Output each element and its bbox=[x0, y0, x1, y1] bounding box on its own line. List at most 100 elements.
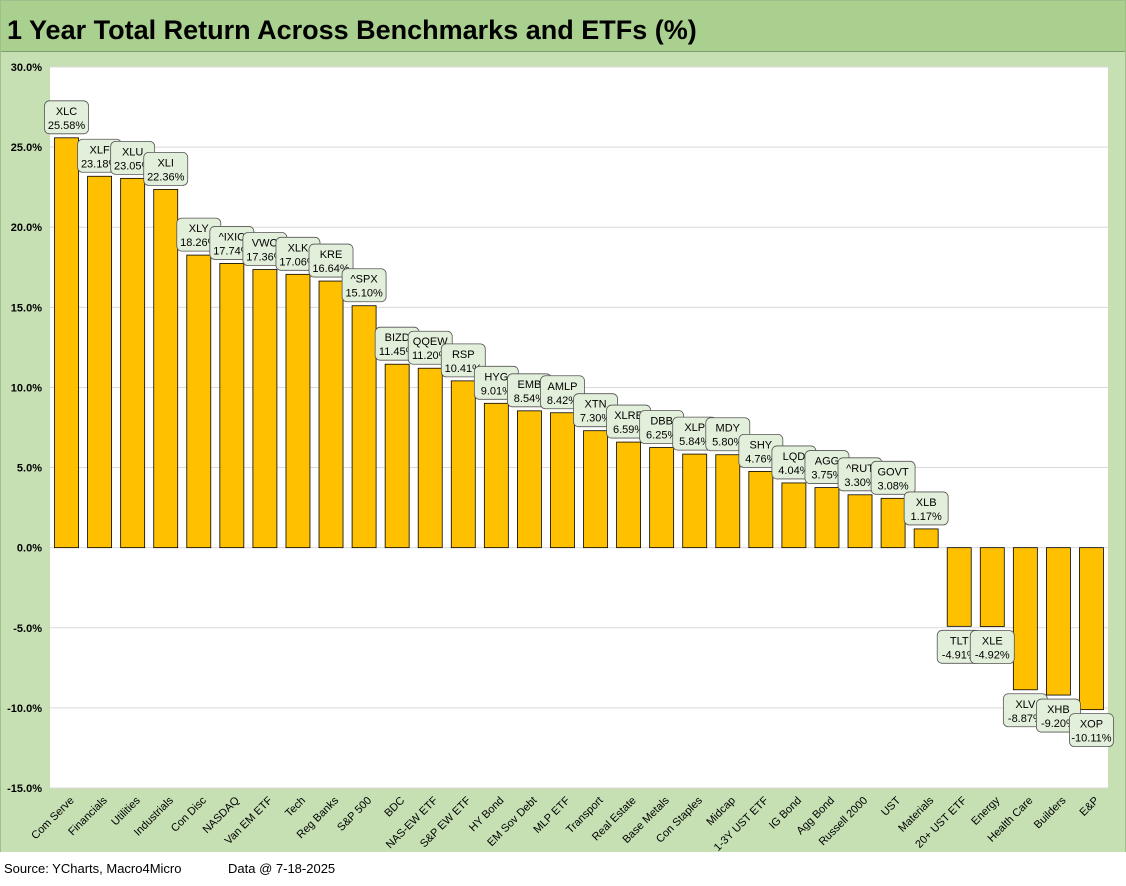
data-label-value: 8.42% bbox=[547, 395, 578, 407]
data-label-ticker: XLU bbox=[122, 146, 143, 158]
bar bbox=[517, 410, 542, 549]
data-label-box bbox=[308, 243, 354, 278]
data-label-ticker: EMB bbox=[517, 379, 541, 391]
data-label-value: 18.26% bbox=[180, 237, 218, 249]
data-label-value: 7.30% bbox=[580, 413, 611, 425]
data-date-note: Data @ 7-18-2025 bbox=[228, 861, 336, 876]
data-label-ticker: KRE bbox=[320, 249, 343, 261]
data-label-ticker: XLP bbox=[684, 422, 705, 434]
x-tick-label: S&P 500 bbox=[335, 795, 374, 834]
bar bbox=[87, 175, 112, 549]
data-label-value: 8.54% bbox=[514, 393, 545, 405]
data-label-ticker: XLE bbox=[982, 635, 1003, 647]
y-tick-label: 20.0% bbox=[11, 222, 42, 234]
data-label-value: 5.80% bbox=[712, 437, 743, 449]
data-label-ticker: QQEW bbox=[413, 336, 448, 348]
bar bbox=[1079, 547, 1104, 711]
data-label-ticker: XLF bbox=[90, 144, 110, 156]
data-label-ticker: AGG bbox=[815, 456, 839, 468]
x-tick-label: BDC bbox=[382, 795, 407, 820]
data-label-ticker: XLV bbox=[1015, 699, 1036, 711]
y-tick-label: 15.0% bbox=[11, 302, 42, 314]
data-label-ticker: XLRE bbox=[614, 410, 643, 422]
data-label-box bbox=[440, 343, 486, 378]
bar bbox=[616, 441, 641, 549]
data-label-value: 6.59% bbox=[613, 424, 644, 436]
data-label-value: 25.58% bbox=[48, 120, 86, 132]
data-label-value: 3.30% bbox=[844, 477, 875, 489]
data-label-value: 4.04% bbox=[778, 465, 809, 477]
data-label-ticker: XLI bbox=[157, 157, 174, 169]
bar bbox=[649, 447, 675, 549]
y-tick-label: 5.0% bbox=[17, 463, 42, 475]
data-label-value: 6.25% bbox=[646, 430, 677, 442]
y-tick-label: 30.0% bbox=[11, 62, 42, 74]
x-tick-label: Builders bbox=[1032, 794, 1069, 831]
data-label-ticker: XLB bbox=[916, 497, 937, 509]
data-label-value: 10.41% bbox=[445, 363, 483, 375]
bar bbox=[450, 380, 476, 549]
data-label-value: 9.01% bbox=[481, 385, 512, 397]
data-label-box bbox=[44, 100, 89, 135]
data-label-value: 17.06% bbox=[279, 256, 317, 268]
bar bbox=[979, 547, 1005, 627]
data-label-value: 1.17% bbox=[911, 511, 942, 523]
bar bbox=[583, 430, 608, 549]
bar bbox=[550, 412, 575, 549]
data-label-ticker: XOP bbox=[1080, 719, 1103, 731]
data-label-ticker: DBB bbox=[650, 416, 673, 428]
data-label-value: 16.64% bbox=[312, 263, 350, 275]
bar bbox=[483, 402, 509, 549]
data-label-box bbox=[1069, 713, 1114, 748]
data-label-ticker: GOVT bbox=[878, 466, 909, 478]
bar bbox=[748, 471, 774, 549]
data-label-value: 3.75% bbox=[811, 470, 842, 482]
bar-chart: -15.0% -10.0% -5.0% 0.0% 5.0% 10.0% 15.0% 20.0%… bbox=[7, 62, 1114, 852]
data-label-value: 23.05% bbox=[114, 160, 152, 172]
data-label-ticker: VWO bbox=[252, 238, 279, 250]
data-label-value: 3.08% bbox=[877, 480, 908, 492]
bar bbox=[285, 273, 311, 549]
data-label-box bbox=[903, 491, 949, 526]
data-label-box bbox=[870, 460, 916, 495]
bar bbox=[153, 189, 179, 549]
data-label-ticker: MDY bbox=[716, 423, 741, 435]
bar bbox=[946, 547, 972, 627]
bar bbox=[913, 528, 939, 549]
data-label-box bbox=[143, 152, 189, 186]
y-tick-label: -10.0% bbox=[7, 703, 42, 715]
data-label-ticker: XLY bbox=[189, 223, 210, 235]
data-label-ticker: HYG bbox=[484, 371, 508, 383]
bar bbox=[814, 487, 840, 549]
bar bbox=[715, 454, 741, 549]
data-label-ticker: XHB bbox=[1047, 704, 1070, 716]
data-label-ticker: XLK bbox=[288, 242, 309, 254]
data-label-ticker: XLC bbox=[56, 106, 77, 118]
x-tick-label: Tech bbox=[283, 795, 308, 820]
bar bbox=[880, 497, 906, 549]
data-label-value: 4.76% bbox=[745, 453, 776, 465]
bar bbox=[120, 177, 146, 549]
data-label-value: 22.36% bbox=[147, 171, 185, 183]
y-tick-label: -5.0% bbox=[13, 623, 42, 635]
bar bbox=[781, 482, 807, 549]
source-note: Source: YCharts, Macro4Micro bbox=[4, 861, 182, 876]
data-label-ticker: XTN bbox=[585, 399, 607, 411]
bar bbox=[351, 305, 377, 549]
data-label-value: 11.20% bbox=[412, 350, 449, 362]
data-label-ticker: BIZD bbox=[385, 332, 410, 344]
data-label-value: -4.92% bbox=[975, 649, 1010, 661]
data-label-ticker: AMLP bbox=[547, 381, 577, 393]
x-tick-label: Com Serve bbox=[29, 795, 76, 842]
data-label-value: -10.11% bbox=[1071, 733, 1111, 745]
data-label-value: 17.36% bbox=[246, 252, 284, 264]
y-tick-label: 10.0% bbox=[11, 382, 42, 394]
data-label-ticker: RSP bbox=[452, 349, 475, 361]
data-label-value: 11.45% bbox=[379, 346, 416, 358]
data-label-ticker: LQD bbox=[783, 451, 806, 463]
data-label-ticker: ^SPX bbox=[351, 274, 379, 286]
bar bbox=[318, 280, 344, 549]
bar bbox=[417, 367, 443, 549]
bar bbox=[384, 363, 410, 549]
x-tick-label: E&P bbox=[1078, 795, 1102, 819]
